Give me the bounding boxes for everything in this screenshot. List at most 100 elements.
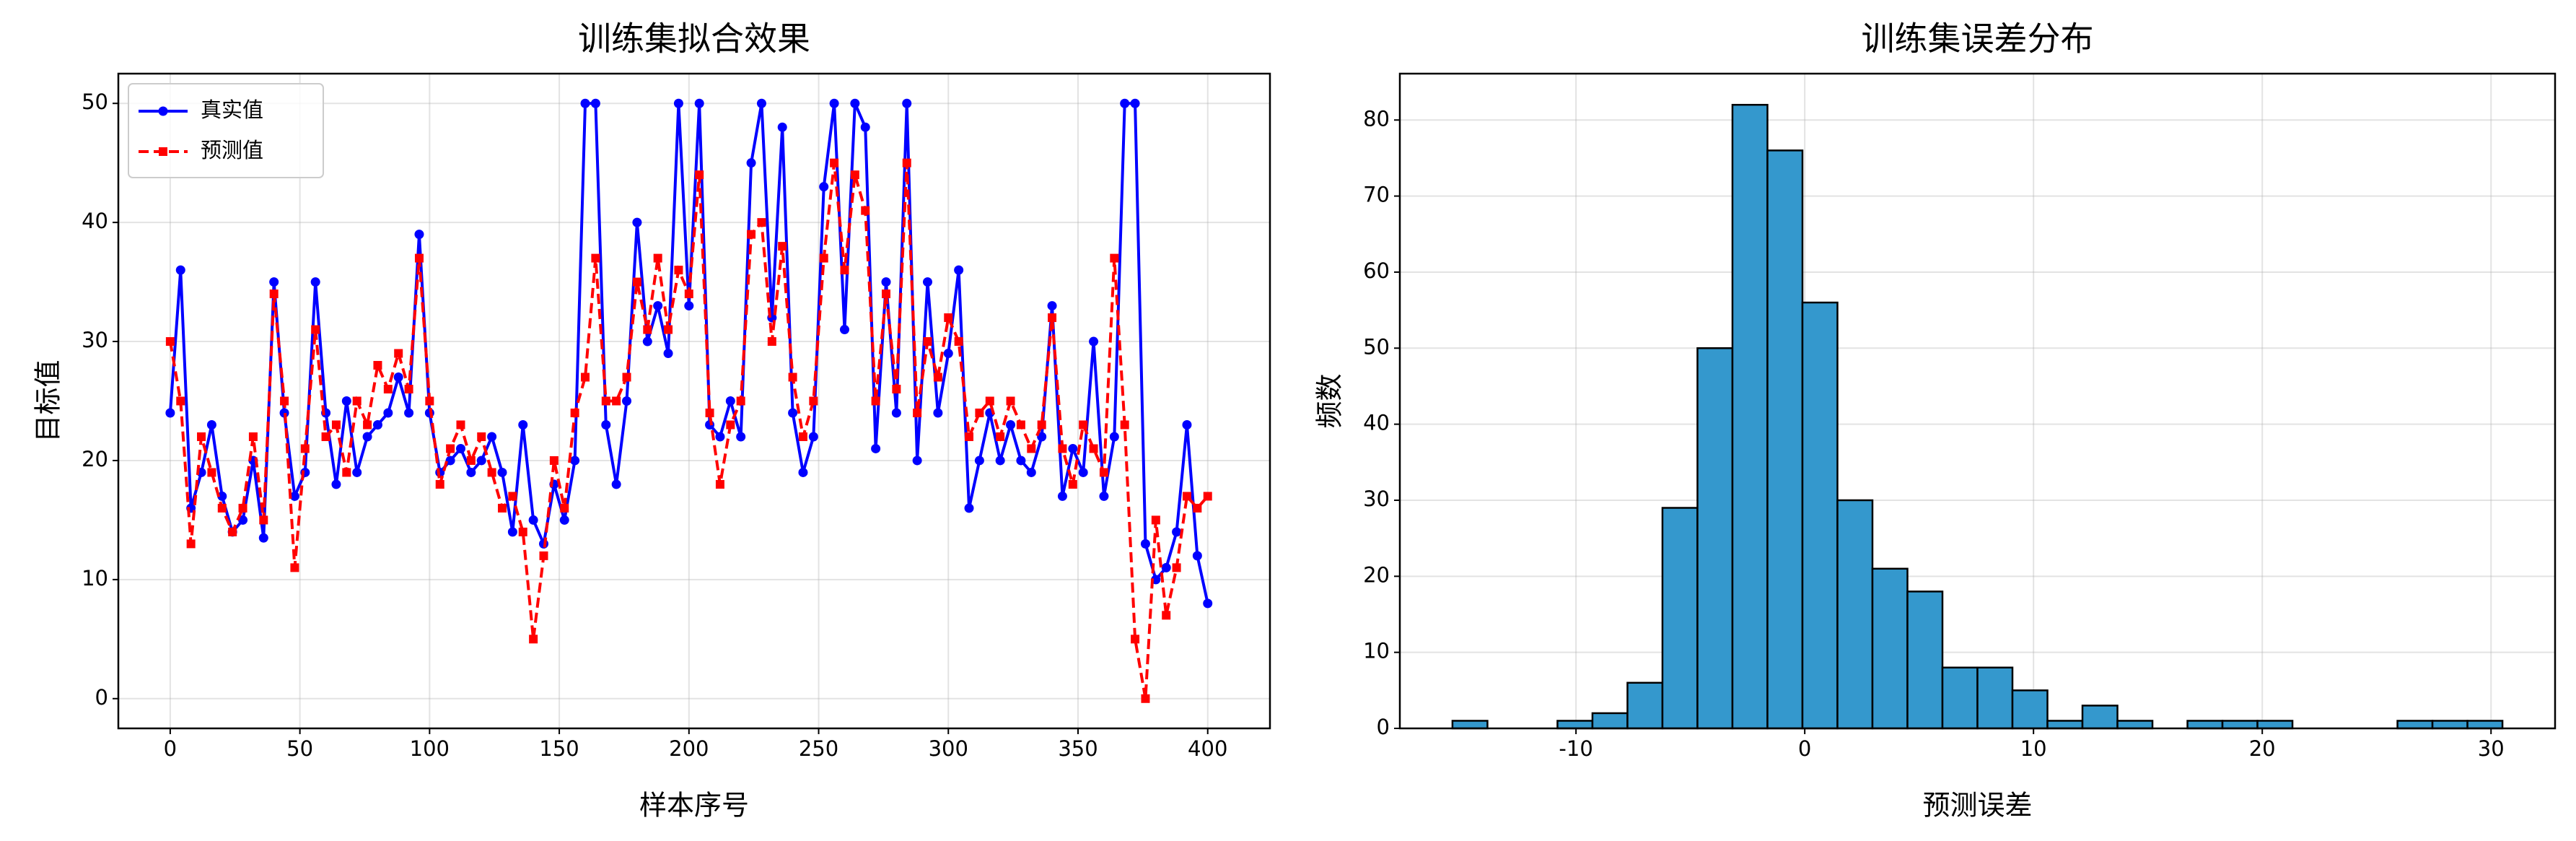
- point: [985, 396, 994, 406]
- point: [1026, 467, 1036, 477]
- point: [1058, 444, 1067, 453]
- point: [891, 408, 901, 418]
- point: [248, 432, 258, 441]
- point: [456, 420, 465, 430]
- point: [466, 456, 476, 465]
- point: [497, 467, 507, 477]
- point: [1057, 491, 1067, 501]
- point: [954, 337, 963, 347]
- point: [560, 503, 569, 513]
- y-tick-label: 40: [1363, 411, 1390, 435]
- point: [974, 456, 984, 466]
- point: [207, 468, 216, 477]
- point: [581, 372, 590, 382]
- point: [1203, 492, 1212, 501]
- point: [1078, 467, 1088, 477]
- x-tick-label: 0: [1798, 736, 1811, 761]
- point: [684, 289, 693, 299]
- y-tick-label: 0: [1377, 715, 1390, 739]
- point: [352, 396, 362, 406]
- point: [518, 527, 527, 536]
- point: [882, 289, 890, 299]
- point: [601, 419, 611, 430]
- point: [1161, 562, 1171, 572]
- point: [736, 432, 746, 442]
- bar: [1661, 507, 1699, 730]
- point: [393, 372, 403, 383]
- bar: [2221, 720, 2259, 730]
- x-tick-label: 0: [164, 736, 177, 761]
- point: [1089, 336, 1099, 347]
- point: [570, 456, 580, 466]
- point: [632, 217, 642, 227]
- point: [445, 456, 455, 466]
- y-axis-label: 目标值: [32, 360, 64, 442]
- point: [1037, 420, 1046, 430]
- point: [1203, 598, 1213, 609]
- bar: [2081, 705, 2119, 730]
- point: [165, 408, 175, 418]
- x-tick-label: 200: [669, 736, 709, 761]
- legend-label: 预测值: [201, 138, 263, 162]
- point: [1099, 491, 1109, 501]
- point: [933, 408, 943, 418]
- point: [923, 277, 933, 287]
- bar: [1801, 301, 1839, 730]
- point: [342, 468, 351, 477]
- point: [912, 456, 922, 466]
- x-tick-label: 50: [286, 736, 313, 761]
- point: [238, 515, 248, 525]
- point: [871, 443, 881, 453]
- x-tick-label: 100: [410, 736, 450, 761]
- point: [425, 396, 434, 406]
- point: [394, 349, 403, 358]
- point: [1120, 420, 1129, 430]
- point: [808, 432, 818, 442]
- point: [788, 372, 797, 382]
- point: [694, 98, 704, 108]
- point: [1016, 420, 1025, 430]
- point: [455, 443, 465, 453]
- plot-area: [165, 98, 1213, 703]
- bar: [1906, 591, 1944, 730]
- point: [840, 266, 849, 275]
- point: [913, 408, 922, 417]
- point: [1120, 98, 1130, 108]
- point: [414, 253, 424, 263]
- point: [839, 325, 849, 335]
- point: [788, 408, 798, 418]
- point: [539, 551, 548, 560]
- point: [1037, 432, 1047, 442]
- point: [850, 170, 859, 180]
- bar: [2396, 720, 2434, 730]
- point: [363, 420, 372, 430]
- point: [477, 432, 486, 441]
- y-tick-label: 0: [95, 685, 108, 710]
- point: [746, 158, 756, 168]
- point: [830, 158, 839, 167]
- point: [341, 396, 351, 406]
- y-tick-label: 60: [1363, 258, 1390, 283]
- point: [590, 98, 600, 108]
- point: [311, 325, 320, 334]
- point: [1016, 456, 1026, 466]
- bar: [1556, 720, 1594, 730]
- point: [570, 408, 579, 417]
- point: [1068, 479, 1077, 489]
- point: [1109, 432, 1119, 442]
- point: [1182, 419, 1192, 430]
- point: [1099, 468, 1108, 477]
- bar: [1731, 103, 1769, 730]
- point: [290, 563, 299, 572]
- point: [747, 230, 756, 239]
- point: [1172, 527, 1182, 537]
- point: [580, 98, 590, 108]
- point: [673, 98, 683, 108]
- point: [819, 182, 829, 192]
- point: [1192, 551, 1202, 561]
- point: [1140, 539, 1150, 549]
- y-tick-label: 30: [1363, 487, 1390, 511]
- point: [674, 266, 683, 275]
- point: [331, 420, 341, 430]
